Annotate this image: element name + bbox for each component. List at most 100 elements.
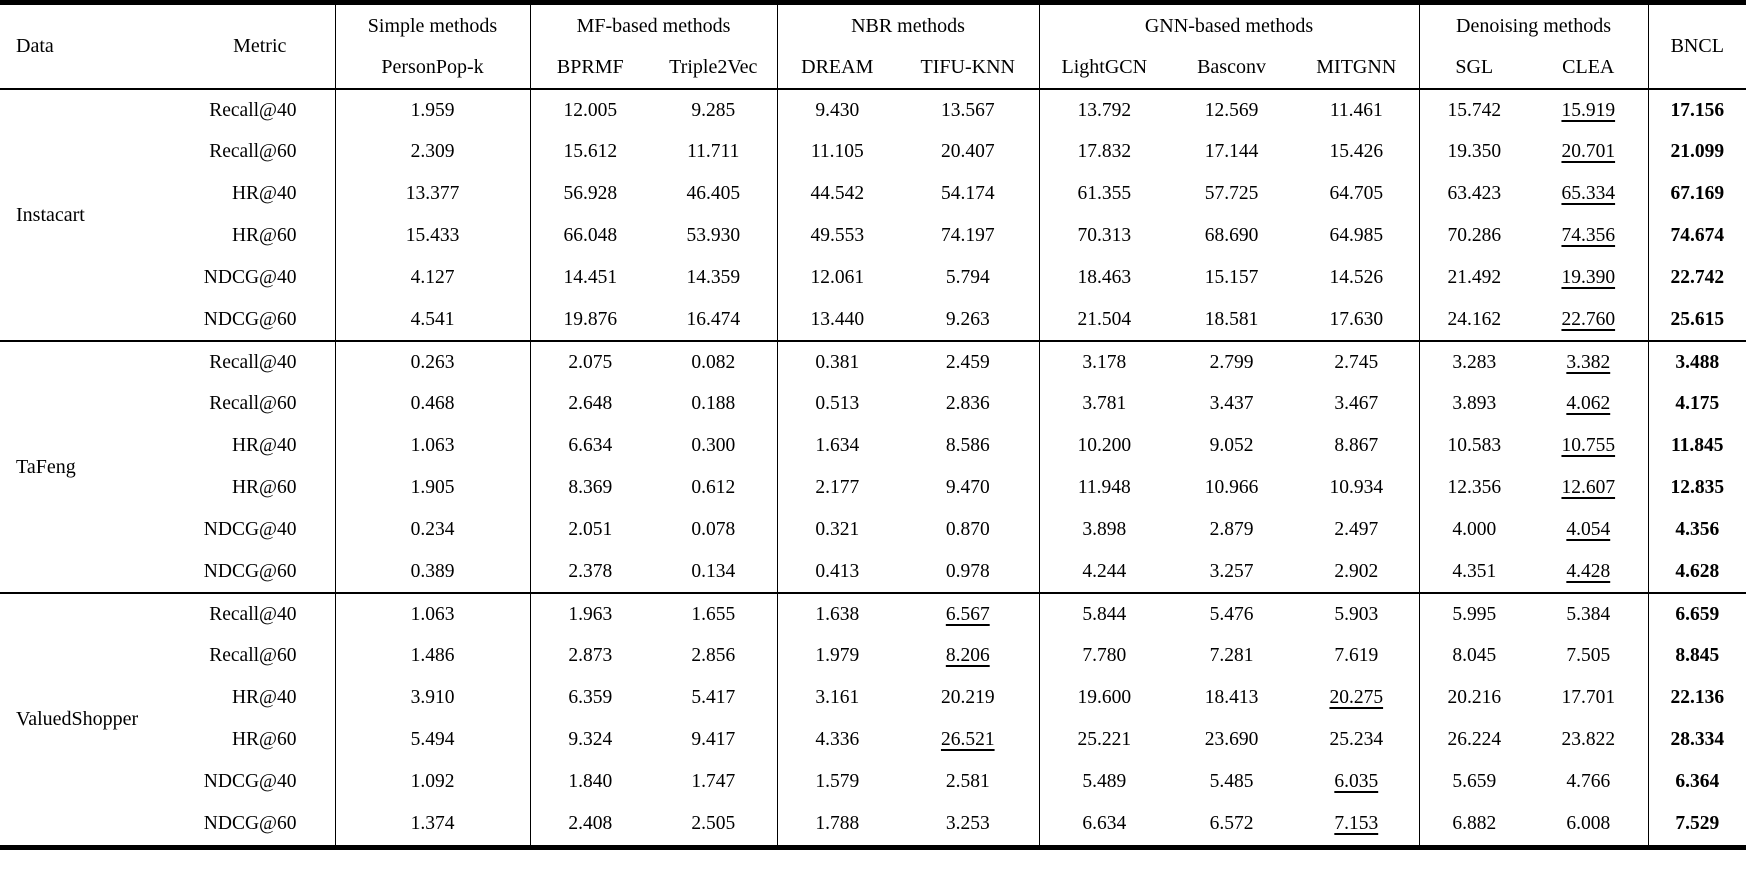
- value-cell: 4.356: [1647, 509, 1746, 551]
- value-cell: 46.405: [686, 183, 741, 204]
- value-cell: 49.553: [776, 215, 898, 257]
- metric-label: Recall@40: [185, 340, 335, 383]
- value-cell: 9.417: [691, 729, 736, 750]
- value-cell: 12.607: [1561, 477, 1616, 498]
- metric-label: HR@60: [231, 477, 297, 498]
- value-cell: 5.417: [691, 687, 736, 708]
- value-cell: 12.835: [1647, 467, 1746, 509]
- value-cell: 25.615: [1647, 299, 1746, 341]
- method-header-row: PersonPop-k BPRMF Triple2Vec DREAM TIFU-KNN L…: [0, 47, 1746, 89]
- value-cell: 23.822: [1561, 729, 1616, 750]
- value-cell: 12.569: [1204, 99, 1259, 121]
- method-header-bprmf: BPRMF: [529, 47, 650, 89]
- metric-label: NDCG@40: [203, 519, 297, 540]
- metric-label: Recall@60: [209, 393, 297, 414]
- value-cell: 0.321: [776, 509, 898, 551]
- value-cell: 17.630: [1329, 308, 1384, 330]
- value-cell: 1.638: [776, 592, 898, 635]
- value-cell: 0.078: [691, 519, 736, 540]
- value-cell: 22.760: [1561, 308, 1616, 330]
- value-cell: 20.701: [1561, 141, 1616, 162]
- value-cell: 11.845: [1647, 425, 1746, 467]
- value-cell: 13.567: [940, 99, 995, 121]
- value-cell: 20.407: [940, 141, 995, 162]
- value-cell: 0.381: [776, 340, 898, 383]
- value-cell: 2.505: [691, 813, 736, 834]
- table-row: TaFeng Recall@40 0.263 2.075 0.082 0.381 2.459…: [0, 340, 1746, 593]
- value-cell: 28.334: [1647, 719, 1746, 761]
- value-cell: 12.061: [776, 257, 898, 299]
- value-cell: 0.263: [334, 340, 530, 383]
- method-header-sgl: SGL: [1418, 47, 1530, 89]
- value-cell: 3.283: [1418, 340, 1530, 383]
- value-cell: 7.619: [1334, 645, 1379, 666]
- value-cell: 4.428: [1566, 560, 1611, 582]
- value-cell: 65.334: [1561, 183, 1616, 204]
- value-cell: 8.586: [945, 435, 990, 456]
- value-cell: 6.634: [1038, 803, 1170, 845]
- value-cell: 0.978: [945, 560, 990, 582]
- dataset-label: ValuedShopper: [0, 592, 185, 845]
- value-cell: 4.127: [334, 257, 530, 299]
- value-cell: 6.882: [1418, 803, 1530, 845]
- value-cell: 3.467: [1334, 393, 1379, 414]
- value-cell: 2.581: [945, 771, 990, 792]
- value-cell: 18.413: [1204, 687, 1259, 708]
- table-row: NDCG@40 0.234 2.051 0.078 0.321 0.870 3.898 2.8…: [0, 509, 1746, 551]
- value-cell: 14.526: [1329, 267, 1384, 288]
- value-cell: 61.355: [1038, 173, 1170, 215]
- group-header-simple: Simple methods: [334, 5, 530, 47]
- value-cell: 15.426: [1329, 141, 1384, 162]
- value-cell: 2.378: [529, 551, 650, 593]
- value-cell: 3.253: [945, 813, 990, 834]
- group-header-denoising: Denoising methods: [1418, 5, 1649, 47]
- value-cell: 67.169: [1647, 173, 1746, 215]
- dataset-section: TaFeng Recall@40 0.263 2.075 0.082 0.381 2.459…: [0, 340, 1746, 593]
- table-row: NDCG@60 0.389 2.378 0.134 0.413 0.978 4.244 3.2…: [0, 551, 1746, 593]
- value-cell: 19.600: [1038, 677, 1170, 719]
- table-header: Data Metric Simple methods MF-based meth…: [0, 5, 1746, 89]
- value-cell: 5.844: [1038, 592, 1170, 635]
- value-cell: 1.905: [334, 467, 530, 509]
- value-cell: 2.873: [529, 635, 650, 677]
- value-cell: 5.489: [1038, 761, 1170, 803]
- value-cell: 12.356: [1418, 467, 1530, 509]
- table-row: HR@40 1.063 6.634 0.300 1.634 8.586 10.200 9.05…: [0, 425, 1746, 467]
- value-cell: 2.408: [529, 803, 650, 845]
- value-cell: 70.286: [1418, 215, 1530, 257]
- value-cell: 2.309: [334, 131, 530, 173]
- method-header-basconv: Basconv: [1197, 56, 1266, 78]
- value-cell: 10.583: [1418, 425, 1530, 467]
- table-row: Recall@60 1.486 2.873 2.856 1.979 8.206 7.780 7…: [0, 635, 1746, 677]
- value-cell: 23.690: [1204, 729, 1259, 750]
- col-header-bncl: BNCL: [1647, 5, 1746, 89]
- metric-label: NDCG@60: [203, 308, 297, 330]
- value-cell: 22.136: [1647, 677, 1746, 719]
- value-cell: 2.745: [1294, 340, 1420, 383]
- value-cell: 1.063: [334, 592, 530, 635]
- value-cell: 10.966: [1204, 477, 1259, 498]
- metric-label: HR@40: [231, 183, 297, 204]
- col-header-metric: Metric: [233, 35, 287, 57]
- value-cell: 74.197: [940, 225, 995, 246]
- value-cell: 17.144: [1204, 141, 1259, 162]
- value-cell: 4.351: [1418, 551, 1530, 593]
- value-cell: 1.634: [776, 425, 898, 467]
- value-cell: 3.781: [1038, 383, 1170, 425]
- table-row: NDCG@40 1.092 1.840 1.747 1.579 2.581 5.489 5.4…: [0, 761, 1746, 803]
- metric-label: NDCG@40: [203, 267, 297, 288]
- value-cell: 24.162: [1418, 299, 1530, 341]
- table-row: Recall@60 2.309 15.612 11.711 11.105 20.407 17…: [0, 131, 1746, 173]
- value-cell: 68.690: [1204, 225, 1259, 246]
- value-cell: 3.437: [1209, 393, 1254, 414]
- value-cell: 0.188: [691, 393, 736, 414]
- dataset-section: ValuedShopper Recall@40 1.063 1.963 1.655 1.6…: [0, 592, 1746, 845]
- table-row: ValuedShopper Recall@40 1.063 1.963 1.655 1.6…: [0, 592, 1746, 845]
- value-cell: 4.054: [1566, 519, 1611, 540]
- value-cell: 53.930: [686, 225, 741, 246]
- value-cell: 6.634: [529, 425, 650, 467]
- value-cell: 6.572: [1209, 813, 1254, 834]
- value-cell: 8.045: [1418, 635, 1530, 677]
- method-header-tifu-knn: TIFU-KNN: [920, 56, 1015, 78]
- value-cell: 14.359: [686, 267, 741, 288]
